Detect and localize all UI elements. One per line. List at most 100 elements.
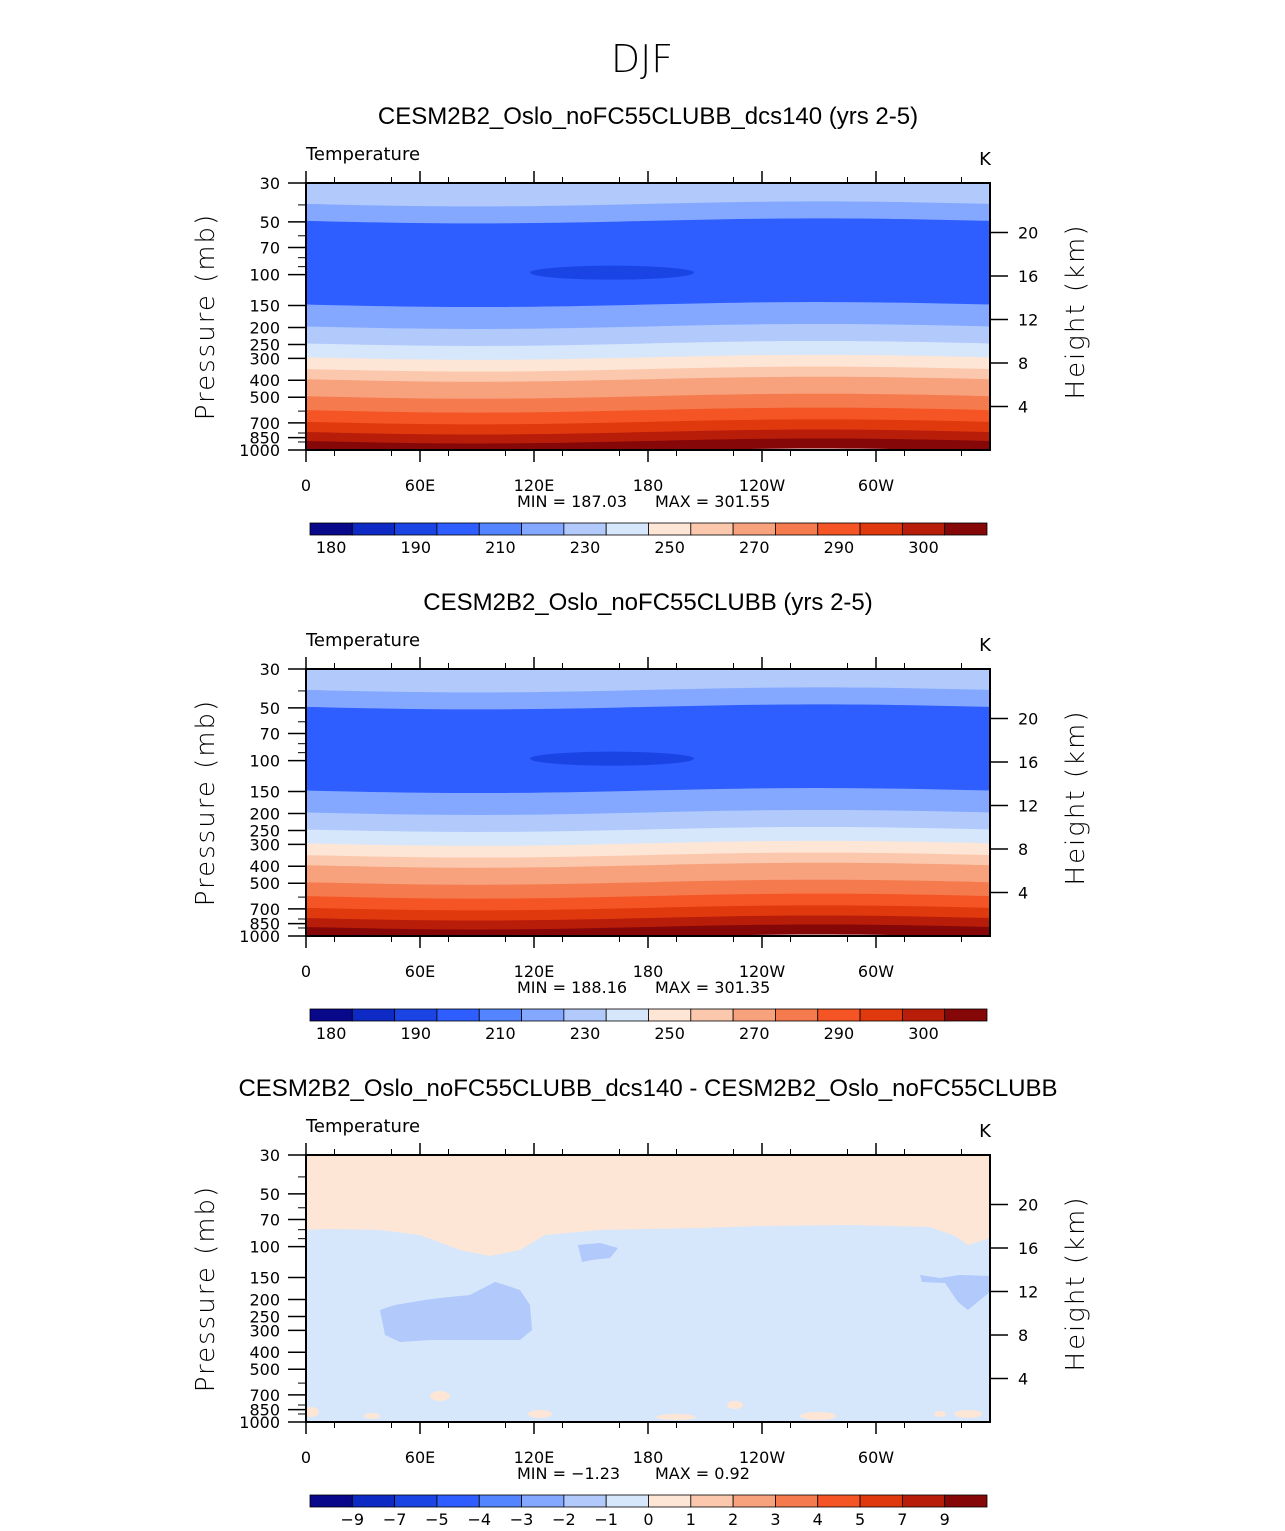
- colorbar-swatch: [859, 522, 903, 536]
- units-label: K: [979, 1121, 992, 1142]
- diff-positive-patch: [430, 1391, 450, 1401]
- panels: CESM2B2_Oslo_noFC55CLUBB_dcs140 (yrs 2-5…: [191, 103, 1091, 1529]
- colorbar-swatch: [690, 522, 734, 536]
- pressure-tick-label: 200: [249, 1290, 280, 1309]
- plot-area: [306, 669, 990, 936]
- max-value-label: MAX = 301.35: [655, 978, 770, 997]
- panel-title: CESM2B2_Oslo_noFC55CLUBB_dcs140 - CESM2B…: [238, 1075, 1057, 1102]
- pressure-tick-label: 100: [249, 266, 280, 285]
- height-tick-label: 8: [1018, 840, 1028, 859]
- pressure-tick-label: 700: [249, 414, 280, 433]
- max-value-label: MAX = 301.55: [655, 492, 770, 511]
- longitude-tick-label: 60W: [858, 476, 894, 495]
- pressure-tick-label: 200: [249, 318, 280, 337]
- colorbar-swatch: [732, 522, 776, 536]
- temperature-band: [306, 852, 990, 870]
- colorbar-swatch: [309, 522, 353, 536]
- colorbar-swatch: [563, 1008, 607, 1022]
- longitude-tick-label: 180: [633, 962, 664, 981]
- figure-title: DJF: [611, 37, 673, 81]
- left-axis-title: Pressure (mb): [191, 699, 221, 906]
- longitude-tick-label: 0: [301, 962, 311, 981]
- colorbar-swatch: [563, 1494, 607, 1508]
- colorbar-label: 290: [824, 538, 855, 557]
- longitude-tick-label: 0: [301, 476, 311, 495]
- temperature-band: [306, 419, 990, 437]
- longitude-tick-label: 120E: [514, 476, 555, 495]
- variable-label: Temperature: [305, 1116, 420, 1137]
- height-tick-label: 20: [1018, 1195, 1038, 1214]
- pressure-tick-label: 100: [249, 1238, 280, 1257]
- colorbar-swatch: [351, 522, 396, 536]
- colorbar-swatch: [394, 522, 438, 536]
- longitude-tick-label: 60E: [405, 962, 435, 981]
- temperature-band: [306, 438, 990, 450]
- min-value-label: MIN = −1.23: [517, 1464, 620, 1483]
- colorbar-swatch: [521, 1008, 565, 1022]
- colorbar-label: 9: [940, 1510, 950, 1529]
- height-tick-label: 12: [1018, 310, 1038, 329]
- colorbar-swatch: [859, 1494, 903, 1508]
- pressure-tick-label: 30: [260, 1146, 280, 1165]
- pressure-tick-label: 400: [249, 1343, 280, 1362]
- longitude-tick-label: 120E: [514, 962, 555, 981]
- temperature-band: [306, 924, 990, 936]
- pressure-tick-label: 250: [249, 335, 280, 354]
- colorbar-swatch: [901, 1008, 946, 1022]
- colorbar-label: 290: [824, 1024, 855, 1043]
- pressure-tick-label: 250: [249, 821, 280, 840]
- pressure-tick-label: 300: [249, 349, 280, 368]
- colorbar-swatch: [732, 1494, 776, 1508]
- height-tick-label: 12: [1018, 1282, 1038, 1301]
- longitude-tick-label: 120E: [514, 1448, 555, 1467]
- longitude-tick-label: 60E: [405, 1448, 435, 1467]
- pressure-tick-label: 500: [249, 1360, 280, 1379]
- height-tick-label: 8: [1018, 354, 1028, 373]
- temperature-band: [306, 354, 990, 374]
- panel-title: CESM2B2_Oslo_noFC55CLUBB (yrs 2-5): [423, 589, 873, 616]
- temperature-band: [306, 893, 990, 913]
- pressure-tick-label: 150: [249, 297, 280, 316]
- units-label: K: [979, 149, 992, 170]
- colorbar-swatch: [775, 1494, 819, 1508]
- colorbar-swatch: [605, 1008, 649, 1022]
- diff-negative-blob: [578, 1243, 618, 1262]
- colorbar-swatch: [775, 522, 819, 536]
- colorbar-label: 0: [643, 1510, 653, 1529]
- colorbar-label: 180: [316, 538, 347, 557]
- right-axis-title: Height (km): [1061, 1196, 1091, 1372]
- temperature-band: [306, 905, 990, 923]
- pressure-tick-label: 700: [249, 1386, 280, 1405]
- height-tick-label: 20: [1018, 223, 1038, 242]
- longitude-tick-label: 120W: [739, 1448, 786, 1467]
- colorbar-swatch: [775, 1008, 819, 1022]
- colorbar-label: 250: [654, 1024, 685, 1043]
- plot-area: [306, 1155, 990, 1422]
- colorbar-swatch: [648, 1008, 692, 1022]
- colorbar-swatch: [690, 1008, 734, 1022]
- pressure-tick-label: 850: [249, 429, 280, 448]
- longitude-tick-label: 180: [633, 476, 664, 495]
- colorbar-swatch: [309, 1494, 353, 1508]
- colorbar-label: 5: [855, 1510, 865, 1529]
- colorbar-label: 300: [908, 538, 939, 557]
- colorbar-label: −9: [341, 1510, 365, 1529]
- colorbar-label: 210: [485, 538, 516, 557]
- temperature-band: [306, 915, 990, 932]
- colorbar-label: 7: [897, 1510, 907, 1529]
- colorbar-swatch: [690, 1494, 734, 1508]
- temperature-band: [306, 407, 990, 427]
- pressure-tick-label: 200: [249, 804, 280, 823]
- colorbar-label: 250: [654, 538, 685, 557]
- height-tick-label: 4: [1018, 397, 1028, 416]
- colorbar-swatch: [436, 522, 480, 536]
- pressure-tick-label: 50: [260, 699, 280, 718]
- colorbar-swatch: [944, 1008, 988, 1022]
- colorbar-swatch: [817, 1008, 861, 1022]
- cold-core-contour: [530, 265, 694, 280]
- diff-positive-patch: [528, 1410, 552, 1418]
- longitude-tick-label: 0: [301, 1448, 311, 1467]
- colorbar-label: −5: [425, 1510, 449, 1529]
- colorbar-swatch: [478, 1494, 522, 1508]
